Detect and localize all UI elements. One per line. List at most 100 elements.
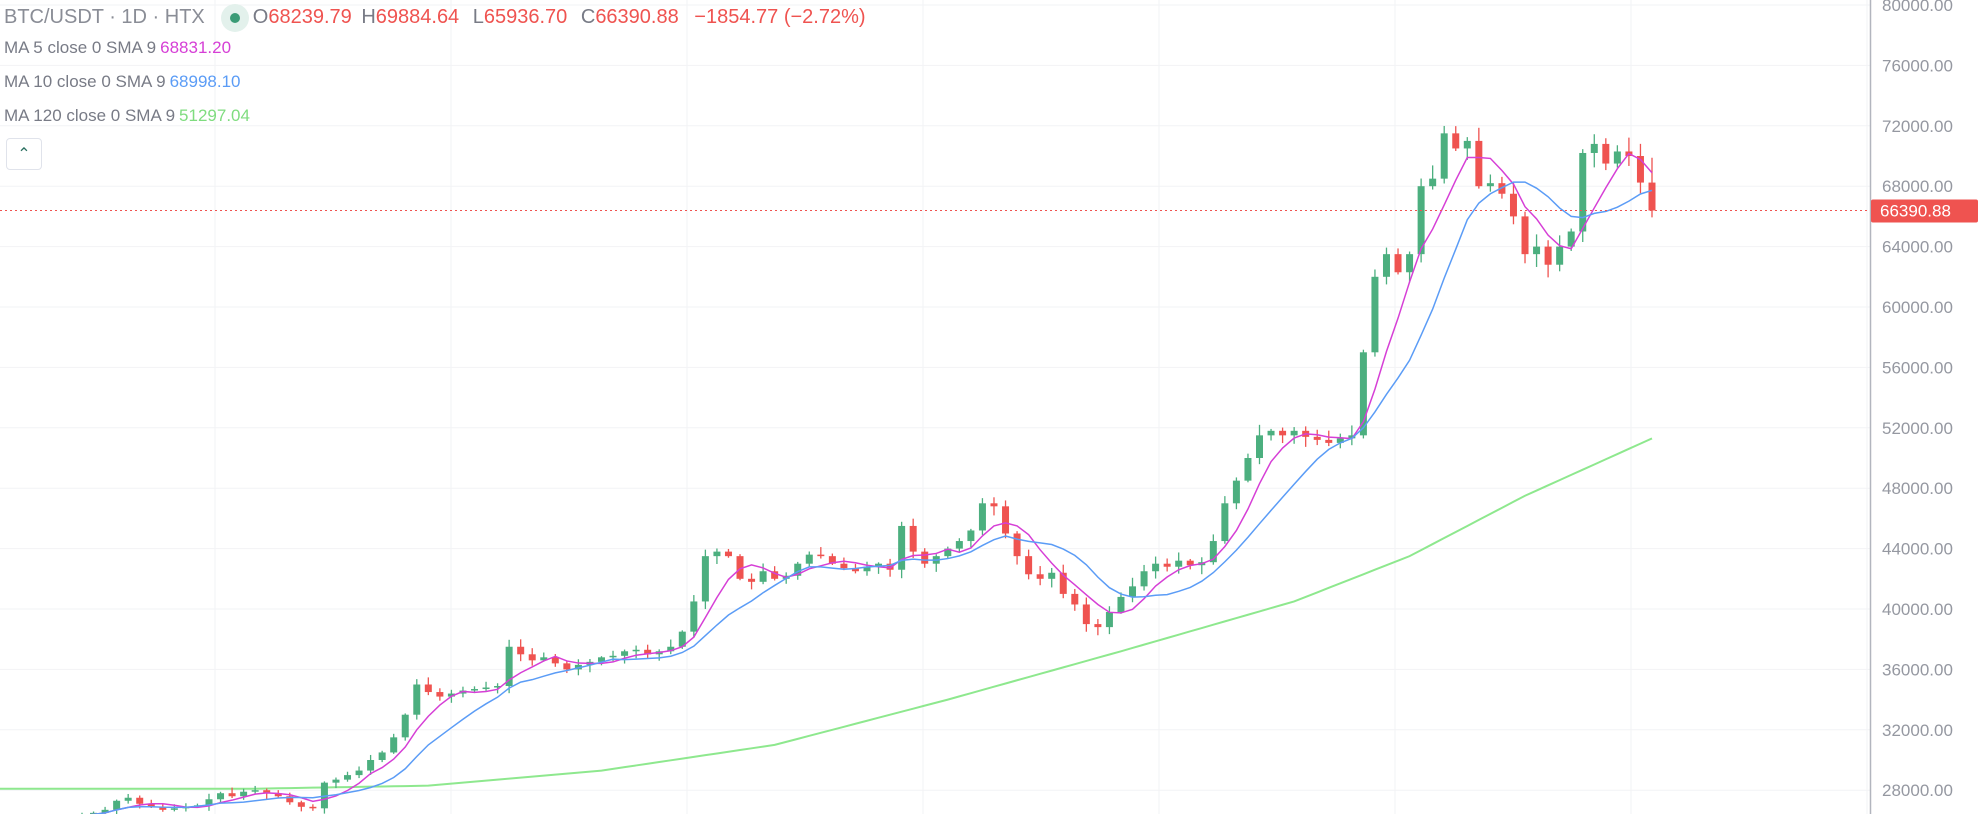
candle-body [240,791,248,797]
candle-body [644,649,652,655]
ma10-legend[interactable]: MA 10 close 0 SMA 9 68998.10 [4,72,245,92]
close-label: C [580,6,596,29]
ma120-layer [0,437,1653,790]
candle-body [436,692,444,697]
candle [898,521,906,579]
candle-body [1417,186,1425,255]
candle [1521,211,1529,264]
candle [1048,567,1056,588]
ma5-label: MA 5 close 0 SMA 9 [4,38,157,57]
candle-body [667,646,675,652]
candle [1025,549,1033,580]
candle [1602,138,1610,171]
candle [1590,134,1598,168]
candle [540,652,548,662]
collapse-legend-button[interactable]: ⌃ [6,138,42,170]
price-tick-label: 28000.00 [1882,781,1953,800]
candle [1486,174,1494,192]
symbol-legend: BTC/USDT · 1D · HTX O68239.79 H69884.64 L… [4,4,870,32]
ma5-legend[interactable]: MA 5 close 0 SMA 9 68831.20 [4,38,235,58]
price-tick-label: 68000.00 [1882,177,1953,196]
candle-body [1244,458,1252,481]
candle-body [1336,438,1344,443]
price-tick-label: 52000.00 [1882,419,1953,438]
candle-body [124,797,132,801]
candle-body [332,779,340,783]
candle [1359,349,1367,439]
candle [1302,426,1310,447]
candle [1406,251,1414,283]
candle [1117,592,1125,614]
last-price-badge [1871,199,1978,223]
candle-body [701,556,709,602]
candle [90,811,98,814]
candle [309,804,317,811]
candle-body [205,799,213,806]
candle [1279,427,1287,444]
candle-body [1371,276,1379,353]
price-tick-label: 76000.00 [1882,56,1953,75]
candle [1105,606,1113,635]
candle [1452,126,1460,151]
candle-body [482,687,490,690]
candle-body [794,563,802,576]
candle [1186,558,1194,570]
open-label: O [252,6,269,29]
candle-body [1313,436,1321,440]
candle-body [447,693,455,697]
candle-body [1186,560,1194,566]
candle-body [1544,246,1552,265]
price-tick-label: 40000.00 [1882,600,1953,619]
candle [1429,165,1437,190]
candle-body [1429,178,1437,187]
ma120-legend[interactable]: MA 120 close 0 SMA 9 51297.04 [4,106,254,126]
candle [1002,500,1010,539]
candle-body [367,760,375,771]
candle [1256,424,1263,465]
candle-body [540,657,548,661]
candle [332,777,340,789]
candle-body [609,655,617,658]
candle-body [1452,133,1460,149]
candle [367,754,375,775]
candle [921,548,929,568]
candle-body [217,793,225,800]
ma10-label: MA 10 close 0 SMA 9 [4,72,166,91]
candle [378,750,386,763]
price-axis[interactable]: 80000.00 76000.00 72000.00 68000.00 64000.00… [1882,0,1953,800]
candle-body [632,649,640,652]
candle-body [1509,193,1517,217]
candle [390,733,398,754]
candle-body [621,651,629,656]
candle-body [1636,156,1644,183]
candle [355,766,363,779]
candle-body [724,551,732,557]
candle [482,681,490,691]
candle [736,554,744,581]
candle [1336,433,1344,449]
symbol-title[interactable]: BTC/USDT · 1D · HTX [4,6,205,29]
candle-body [990,503,998,507]
price-tick-label: 48000.00 [1882,479,1953,498]
candle-body [1267,430,1275,436]
candle-body [713,551,721,557]
candle [701,549,709,610]
candle-body [1175,560,1183,567]
candle-body [309,806,317,809]
chevron-up-icon: ⌃ [17,146,31,163]
candle [1163,558,1171,572]
candle-body [274,793,282,797]
candle [1325,430,1333,447]
candle-body [1406,254,1414,273]
candle-body [1440,133,1448,179]
candle-body [551,657,559,664]
candle [1232,477,1240,510]
candle [748,573,756,590]
open-value: 68239.79 [268,6,352,29]
price-tick-label: 56000.00 [1882,358,1953,377]
price-tick-label: 32000.00 [1882,721,1953,740]
price-tick-label: 44000.00 [1882,540,1953,559]
candle [863,561,871,576]
candle-body [1129,586,1137,597]
